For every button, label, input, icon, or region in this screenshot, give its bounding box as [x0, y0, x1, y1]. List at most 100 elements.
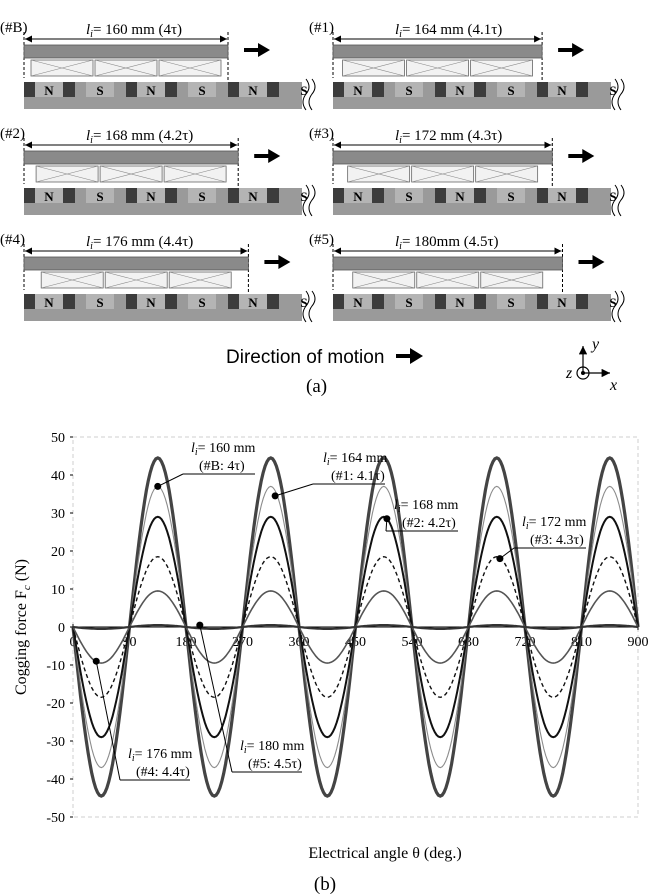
y-tick-label: 30 [51, 507, 65, 522]
axis-x-label: x [609, 377, 617, 394]
annotation-dot [196, 621, 204, 629]
magnet-spacer [239, 188, 267, 203]
annotation-subscript: i [327, 457, 330, 468]
motion-arrow-icon [396, 348, 423, 364]
pole-label: S [198, 189, 205, 204]
coordinate-axes: y x z [565, 336, 617, 394]
coil-cross [105, 271, 168, 289]
coil-cross [406, 59, 469, 77]
magnet-spacer [137, 294, 165, 309]
config-length-label: li= 176 mm (4.4τ) [86, 234, 193, 252]
magnet [279, 294, 302, 309]
annotation-line2: (#3: 4.3τ) [530, 533, 584, 548]
pole-label: N [455, 83, 465, 98]
motion-arrow-icon [558, 43, 585, 57]
config-length-label: li= 180mm (4.5τ) [395, 234, 499, 252]
magnet-spacer [344, 294, 372, 309]
length-symbol: l [395, 128, 399, 144]
pole-label: S [300, 189, 307, 204]
mover-core [23, 44, 229, 59]
coil-cross [100, 165, 163, 183]
pole-label: S [609, 295, 616, 310]
magnet-spacer [497, 188, 525, 203]
mover-core [332, 44, 543, 59]
x-axis-label: Electrical angle θ (deg.) [308, 845, 461, 862]
coil-cross [41, 271, 104, 289]
annotation-line2: (#B: 4τ) [199, 459, 245, 474]
stator-yoke [24, 309, 302, 321]
pole-label: N [455, 189, 465, 204]
magnet-spacer [395, 188, 423, 203]
annotation-dot [92, 657, 100, 665]
coil-cross [416, 271, 479, 289]
coil-cross [158, 59, 222, 77]
axis-y-label: y [590, 336, 600, 353]
panel-a-configurations: (#B) li= 160 mm (4τ)N S N S N S(#1) li= 164 mm … [0, 20, 625, 323]
direction-of-motion-label: Direction of motion [226, 347, 384, 368]
pole-label: S [609, 189, 616, 204]
annotation-subscript: i [195, 447, 198, 458]
mover-core [23, 256, 249, 271]
magnet-spacer [188, 82, 216, 97]
annotation-symbol: l [128, 747, 132, 762]
pole-label: N [353, 83, 363, 98]
config-panel: (#3) li= 172 mm (4.3τ) N S N S N S [309, 126, 625, 217]
y-tick-label: 0 [58, 621, 65, 636]
pole-label: N [146, 295, 156, 310]
stator-yoke [333, 203, 611, 215]
y-axis-label-main: Cogging force F [13, 590, 30, 695]
y-axis-label: Cogging force Fc (N) [13, 559, 33, 695]
config-panel: (#5) li= 180mm (4.5τ) N S N S N S [309, 232, 625, 323]
length-value: = 168 mm (4.2τ) [93, 128, 193, 144]
length-symbol: l [86, 128, 90, 144]
mover-core [23, 150, 239, 165]
magnet [279, 82, 302, 97]
magnet-spacer [344, 82, 372, 97]
pole-label: N [44, 295, 54, 310]
magnet [588, 82, 611, 97]
magnet-spacer [137, 188, 165, 203]
annotation-text: li= 172 mm [522, 515, 586, 532]
annotation-text: li= 160 mm [191, 441, 255, 458]
series-line-5 [72, 624, 639, 630]
annotation-dot [383, 515, 391, 523]
y-tick-label: -30 [46, 735, 65, 750]
length-symbol: l [395, 22, 399, 38]
magnet-spacer [86, 188, 114, 203]
magnet-spacer [446, 82, 474, 97]
motion-arrow-icon [254, 149, 281, 163]
annotation-symbol: l [394, 498, 398, 513]
annotation-text: li= 168 mm [394, 498, 458, 515]
pole-label: N [44, 83, 54, 98]
annotation-line1: = 160 mm [198, 441, 256, 456]
coil-cross [480, 271, 543, 289]
track-break-icon [302, 184, 316, 217]
annotation-line2: (#2: 4.2τ) [402, 516, 456, 531]
config-id-label: (#1) [309, 20, 334, 36]
annotation-text: li= 164 mm [323, 451, 387, 468]
y-tick-label: 10 [51, 583, 65, 598]
series-lines [71, 456, 640, 798]
pole-label: S [300, 83, 307, 98]
pole-label: N [146, 189, 156, 204]
annotation-text: li= 176 mm [128, 747, 192, 764]
coil-cross [342, 59, 405, 77]
config-length-label: li= 160 mm (4τ) [86, 22, 182, 40]
y-tick-label: -10 [46, 659, 65, 674]
x-tick-label: 900 [628, 635, 649, 650]
y-tick-label: 50 [51, 431, 65, 446]
y-tick-label: -40 [46, 773, 65, 788]
length-subscript: i [399, 241, 402, 252]
config-panel: (#1) li= 164 mm (4.1τ) N S N S N S [309, 20, 625, 111]
pole-label: S [405, 83, 412, 98]
pole-label: S [96, 295, 103, 310]
annotation-line2: (#5: 4.5τ) [248, 757, 302, 772]
config-length-label: li= 164 mm (4.1τ) [395, 22, 502, 40]
coil-cross [411, 165, 474, 183]
magnet-spacer [395, 82, 423, 97]
pole-label: N [353, 295, 363, 310]
stator-yoke [24, 97, 302, 109]
coil-cross [470, 59, 533, 77]
